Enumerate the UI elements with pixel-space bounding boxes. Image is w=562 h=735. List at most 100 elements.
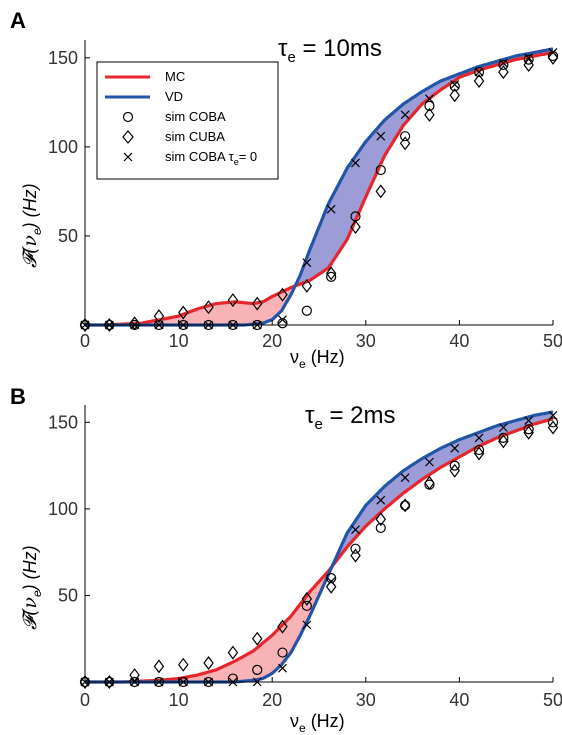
panel-b-coba-point (375, 522, 386, 534)
legend-coba0-label: sim COBA τe= 0 (165, 149, 257, 167)
panel-a-coba-point (498, 59, 509, 71)
panel-b-x-tick-label: 20 (262, 690, 282, 710)
panel-a-fill-mc-above-0 (85, 286, 294, 325)
panel-b: B 0 10 20 30 40 50 50 100 150 τe = 2ms νe (Hz) 𝓕… (10, 384, 562, 735)
panel-b-coba-point (547, 417, 559, 428)
panel-b-mc-line (85, 417, 554, 684)
panel-b-cuba-point (129, 668, 140, 683)
panel-a-coba0-point (278, 315, 287, 325)
panel-a-cuba-point (325, 266, 337, 281)
panel-a-coba-point (326, 271, 337, 283)
panel-a-coba0-point (425, 94, 434, 104)
panel-a-x-tick-label: 50 (543, 331, 562, 351)
panel-b-coba0-point (326, 577, 336, 587)
panel-a-coba-point (375, 164, 386, 176)
panel-a-x-tick-label: 30 (356, 331, 376, 351)
panel-b-coba0-point (302, 620, 312, 630)
panel-b-coba0-point (425, 457, 434, 467)
panel-b-coba-point (326, 573, 337, 584)
panel-a-cuba-point (424, 107, 435, 122)
panel-a-cuba-point (350, 220, 361, 235)
panel-a-coba0-point (548, 48, 558, 57)
panel-b-cuba-point (104, 675, 115, 689)
panel-b-cuba-point (523, 425, 534, 440)
panel-a-cuba-point (473, 73, 485, 88)
plot-a: 0 10 20 30 40 50 50 100 150 (48, 40, 562, 351)
panel-a-cuba-point (399, 136, 411, 151)
legend-cuba-marker (122, 130, 134, 144)
panel-letter-b: B (10, 384, 26, 409)
panel-b-y-axis-label: 𝓕(νe) (Hz) (19, 545, 44, 630)
panel-b-x-tick-label: 50 (543, 690, 562, 710)
panel-a-coba-point (277, 318, 288, 329)
panel-b-x-tick-label: 10 (169, 690, 189, 710)
panel-b-coba0-point (474, 433, 484, 443)
panel-b-cuba-point (153, 659, 165, 674)
panel-b-coba-point (301, 600, 312, 611)
panel-b-coba-point (350, 543, 361, 554)
panel-b-coba0-point (351, 525, 360, 535)
panel-b-cuba-point (547, 420, 559, 435)
panel-b-cuba-point (399, 498, 411, 513)
panel-a-cuba-point (178, 305, 189, 320)
panel-a-cuba-point (498, 65, 509, 80)
panel-b-cuba-point (277, 619, 288, 634)
panel-a-coba-point (400, 131, 411, 142)
panel-a-cuba-point (79, 318, 91, 332)
panel-b-x-tick-label: 30 (356, 690, 376, 710)
panel-a-coba-point (301, 305, 312, 316)
panel-a-y-tick-label: 50 (58, 226, 78, 246)
legend-mc-label: MC (165, 69, 185, 84)
panel-a-cuba-point (375, 184, 387, 199)
legend: MC VD sim COBA sim CUBA sim COBA τe= 0 (96, 61, 279, 180)
panel-b-cuba-point (449, 463, 460, 478)
panel-a-x-tick-label: 40 (449, 331, 469, 351)
panel-b-coba-point (449, 460, 460, 471)
panel-b-title: τe = 2ms (305, 402, 396, 433)
panel-b-coba-point (227, 673, 238, 684)
panel-b-cuba-point (178, 657, 189, 672)
panel-b-x-axis-label: νe (Hz) (290, 711, 345, 735)
panel-a-cuba-point (227, 293, 239, 308)
panel-a-coba0-point (302, 258, 312, 268)
panel-a-coba0-point (498, 58, 508, 68)
panel-a-cuba-point (301, 278, 313, 293)
panel-a-coba0-point (474, 67, 484, 77)
panel-b-coba0-point (524, 416, 534, 426)
panel-a-coba-point (523, 54, 534, 65)
panel-a-cuba-point (153, 309, 165, 324)
panel-a-fill-vd-above-1 (295, 48, 553, 286)
panel-a-y-tick-label: 150 (48, 48, 78, 68)
panel-a-coba0-point (524, 53, 534, 63)
panel-a-coba-point (449, 81, 460, 92)
plot-b: 0 10 20 30 40 50 50 100 150 (48, 405, 562, 710)
panel-b-coba-point (400, 500, 411, 511)
panel-b-x-tick-label: 40 (449, 690, 469, 710)
panel-b-coba0-point (498, 423, 508, 432)
panel-a-coba0-point (351, 158, 360, 168)
panel-b-coba0-point (548, 410, 558, 420)
panel-a-y-tick-label: 100 (48, 137, 78, 157)
panel-b-cuba-point (251, 631, 263, 646)
panel-b-y-tick-label: 150 (48, 412, 78, 432)
panel-b-cuba-point (375, 512, 387, 527)
panel-a-coba-point (473, 66, 485, 78)
legend-box (96, 61, 279, 180)
panel-b-coba0-point (278, 663, 287, 673)
panel-a-cuba-point (251, 296, 263, 311)
panel-a-cuba-point (203, 300, 214, 315)
panel-b-cuba-point (227, 645, 239, 660)
panel-a-title: τe = 10ms (278, 35, 382, 66)
panel-b-coba0-point (450, 443, 460, 453)
panel-b-fill-mc-above-0 (85, 567, 332, 682)
panel-b-y-tick-label: 50 (58, 585, 78, 605)
panel-b-y-tick-label: 100 (48, 499, 78, 519)
panel-b-cuba-point (350, 548, 361, 563)
panel-a-coba0-point (400, 110, 410, 120)
panel-b-coba0-point (376, 495, 386, 505)
panel-a-coba0-point (450, 80, 460, 89)
panel-a-coba0-point (326, 204, 336, 214)
panel-b-cuba-point (79, 675, 91, 689)
